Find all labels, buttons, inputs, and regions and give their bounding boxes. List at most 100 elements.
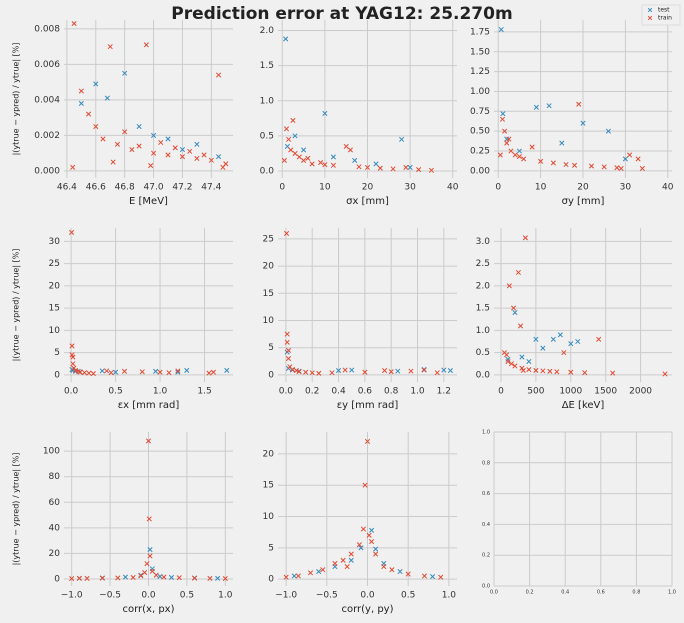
point	[110, 159, 116, 165]
point	[184, 367, 190, 373]
y-tick-label: 10	[263, 512, 275, 522]
x-tick-label: −1.0	[275, 591, 297, 601]
point	[144, 561, 150, 567]
point	[526, 358, 532, 365]
x-tick-label: 1.0	[410, 387, 425, 397]
y-tick-label: 2.0	[476, 281, 491, 291]
point	[506, 136, 512, 142]
point	[194, 155, 200, 162]
x-tick-label: 20	[577, 183, 589, 193]
y-axis-label: |(ytrue − ypred) / ytrue| [%]	[12, 43, 21, 156]
point	[93, 81, 99, 87]
point	[610, 370, 616, 376]
point	[122, 70, 128, 76]
point	[403, 164, 409, 171]
point	[318, 159, 324, 166]
x-tick-label: 0.5	[401, 591, 415, 601]
y-tick-label: 15	[49, 304, 60, 314]
x-tick-label: 1500	[594, 387, 617, 397]
point	[369, 538, 375, 545]
point	[122, 574, 129, 580]
legend-label: train	[658, 15, 672, 22]
point	[538, 158, 544, 164]
point	[309, 370, 315, 376]
y-tick-label: 20	[263, 449, 275, 459]
point	[500, 111, 506, 117]
y-tick-label: 0.0	[260, 166, 275, 176]
point	[157, 369, 163, 375]
y-tick-label: 1.0	[260, 96, 275, 106]
x-tick-label: 1000	[559, 387, 582, 397]
x-tick-label: 30	[620, 183, 632, 193]
point	[161, 574, 167, 580]
point	[224, 367, 230, 373]
point	[288, 147, 294, 153]
point	[291, 573, 297, 579]
x-tick-label: 0	[498, 387, 504, 397]
point	[307, 570, 314, 576]
point	[369, 527, 375, 533]
point	[165, 152, 171, 158]
point	[283, 126, 290, 132]
y-tick-label: 0.004	[34, 95, 60, 105]
point	[285, 356, 292, 362]
point	[533, 367, 539, 373]
point	[377, 165, 383, 171]
point	[381, 564, 387, 570]
x-tick-label: 40	[447, 183, 459, 193]
point	[582, 370, 588, 376]
x-tick-label: 10	[535, 183, 547, 193]
x-axis-label: corr(y, py)	[341, 604, 393, 615]
point	[284, 230, 290, 236]
point	[347, 147, 354, 153]
x-axis-label: ΔE [keV]	[562, 400, 605, 411]
x-tick-label: 0.8	[384, 387, 399, 397]
point	[90, 370, 96, 377]
point	[175, 369, 181, 375]
point	[78, 100, 84, 106]
point	[405, 571, 411, 577]
point	[108, 370, 114, 376]
point	[547, 368, 553, 374]
x-tick-label: −0.5	[316, 591, 338, 601]
point	[129, 147, 135, 153]
y-tick-label: 0.5	[476, 348, 490, 358]
point	[397, 569, 403, 575]
point	[571, 162, 578, 168]
point	[522, 235, 528, 241]
point	[142, 570, 148, 576]
point	[505, 358, 511, 365]
point	[627, 152, 633, 158]
point	[151, 150, 157, 156]
point	[407, 164, 413, 171]
point	[502, 128, 508, 134]
point	[330, 162, 336, 168]
point	[130, 574, 136, 580]
point	[344, 564, 350, 570]
y-tick-label: 10	[263, 316, 275, 326]
plot-area	[494, 228, 672, 382]
point	[529, 144, 535, 150]
point	[498, 26, 504, 33]
y-tick-label: 1.00	[470, 87, 490, 97]
point	[563, 161, 569, 168]
x-tick-label: −0.5	[99, 591, 121, 601]
point	[77, 369, 83, 375]
point	[516, 154, 522, 160]
point	[147, 547, 153, 553]
y-axis-label: |(ytrue − ypred) / ytrue| [%]	[12, 453, 21, 566]
point	[146, 516, 152, 522]
point	[362, 369, 368, 375]
point	[220, 164, 226, 170]
y-tick-label: 20	[263, 262, 275, 272]
y-tick-label: 2.5	[476, 259, 490, 269]
point	[153, 572, 159, 578]
point	[151, 132, 157, 138]
point	[568, 341, 574, 347]
point	[148, 163, 154, 169]
point	[147, 553, 153, 559]
point	[114, 141, 120, 147]
y-tick-label: 25	[263, 234, 274, 244]
point	[575, 338, 581, 345]
point	[153, 368, 159, 374]
